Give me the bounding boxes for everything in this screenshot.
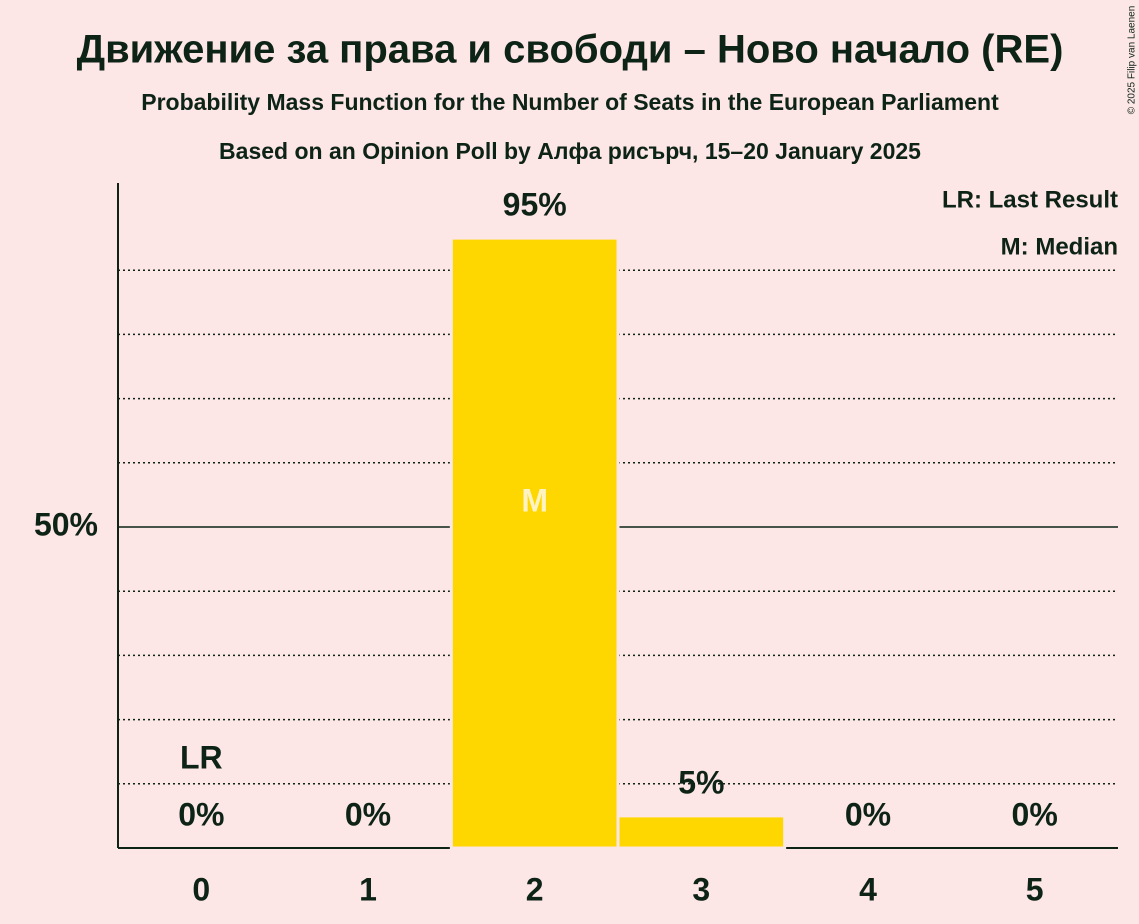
value-label: 95% bbox=[503, 187, 567, 223]
value-label: 0% bbox=[845, 796, 891, 832]
x-tick-label: 4 bbox=[859, 871, 877, 907]
annotation: LR bbox=[180, 739, 223, 775]
bar bbox=[616, 814, 787, 850]
chart-title: Движение за права и свободи – Ново начал… bbox=[77, 28, 1064, 72]
x-tick-label: 5 bbox=[1026, 871, 1044, 907]
bar bbox=[449, 236, 620, 850]
value-label: 0% bbox=[178, 796, 224, 832]
value-label: 0% bbox=[1012, 796, 1058, 832]
copyright: © 2025 Filip van Laenen bbox=[1127, 6, 1138, 115]
y-tick-label: 50% bbox=[34, 506, 98, 542]
legend-entry: LR: Last Result bbox=[942, 186, 1118, 213]
x-tick-label: 0 bbox=[192, 871, 210, 907]
x-tick-label: 2 bbox=[526, 871, 544, 907]
annotation: M bbox=[521, 483, 548, 519]
chart-subtitle: Probability Mass Function for the Number… bbox=[141, 89, 999, 115]
legend-entry: M: Median bbox=[1001, 233, 1118, 260]
value-label: 0% bbox=[345, 796, 391, 832]
x-tick-label: 3 bbox=[692, 871, 710, 907]
chart-subtitle: Based on an Opinion Poll by Алфа рисърч,… bbox=[219, 138, 921, 164]
value-label: 5% bbox=[678, 764, 724, 800]
x-tick-label: 1 bbox=[359, 871, 377, 907]
